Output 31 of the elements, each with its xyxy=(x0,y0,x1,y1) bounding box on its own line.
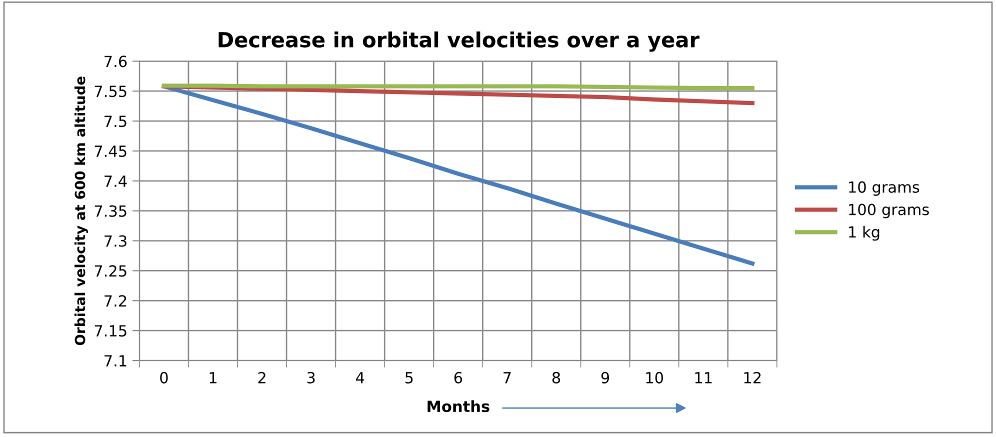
y-tick-label: 7.6 xyxy=(104,56,127,68)
y-tick-label: 7.2 xyxy=(104,295,126,306)
y-tick-label: 7.15 xyxy=(94,325,126,337)
y-axis-title: Orbital velocity at 600 km altitude xyxy=(74,76,88,346)
y-tick-label: 7.3 xyxy=(104,235,126,247)
y-tick-label: 7.35 xyxy=(94,205,126,217)
x-tick-label: 1 xyxy=(210,372,216,384)
x-tick-label: 11 xyxy=(695,372,712,384)
legend-label: 10 grams xyxy=(849,181,920,196)
line-series xyxy=(162,84,754,266)
y-tick-label: 7.25 xyxy=(94,265,126,277)
chart-title: Decrease in orbital velocities over a year xyxy=(218,31,700,52)
x-tick-label: 9 xyxy=(601,372,610,384)
legend-label: 100 grams xyxy=(849,204,929,218)
x-tick-label: 10 xyxy=(646,372,663,384)
y-tick-label: 7.45 xyxy=(94,146,126,158)
y-tick-label: 7.5 xyxy=(104,116,126,128)
x-tick-label: 3 xyxy=(307,372,315,384)
y-tick-label: 7.4 xyxy=(104,176,127,187)
x-tick-label: 6 xyxy=(454,372,462,384)
x-tick-label: 12 xyxy=(744,372,761,384)
x-tick-label: 7 xyxy=(504,372,511,384)
x-tick-label: 4 xyxy=(356,372,364,384)
x-tick-label: 5 xyxy=(405,372,413,384)
y-tick-label: 7.55 xyxy=(94,86,126,98)
x-tick-label: 8 xyxy=(552,372,560,384)
x-tick-label: 2 xyxy=(258,372,266,384)
legend-label: 1 kg xyxy=(849,226,880,241)
x-axis-title: Months xyxy=(428,400,490,412)
y-tick-label: 7.1 xyxy=(104,355,126,366)
x-tick-label: 0 xyxy=(160,372,168,384)
